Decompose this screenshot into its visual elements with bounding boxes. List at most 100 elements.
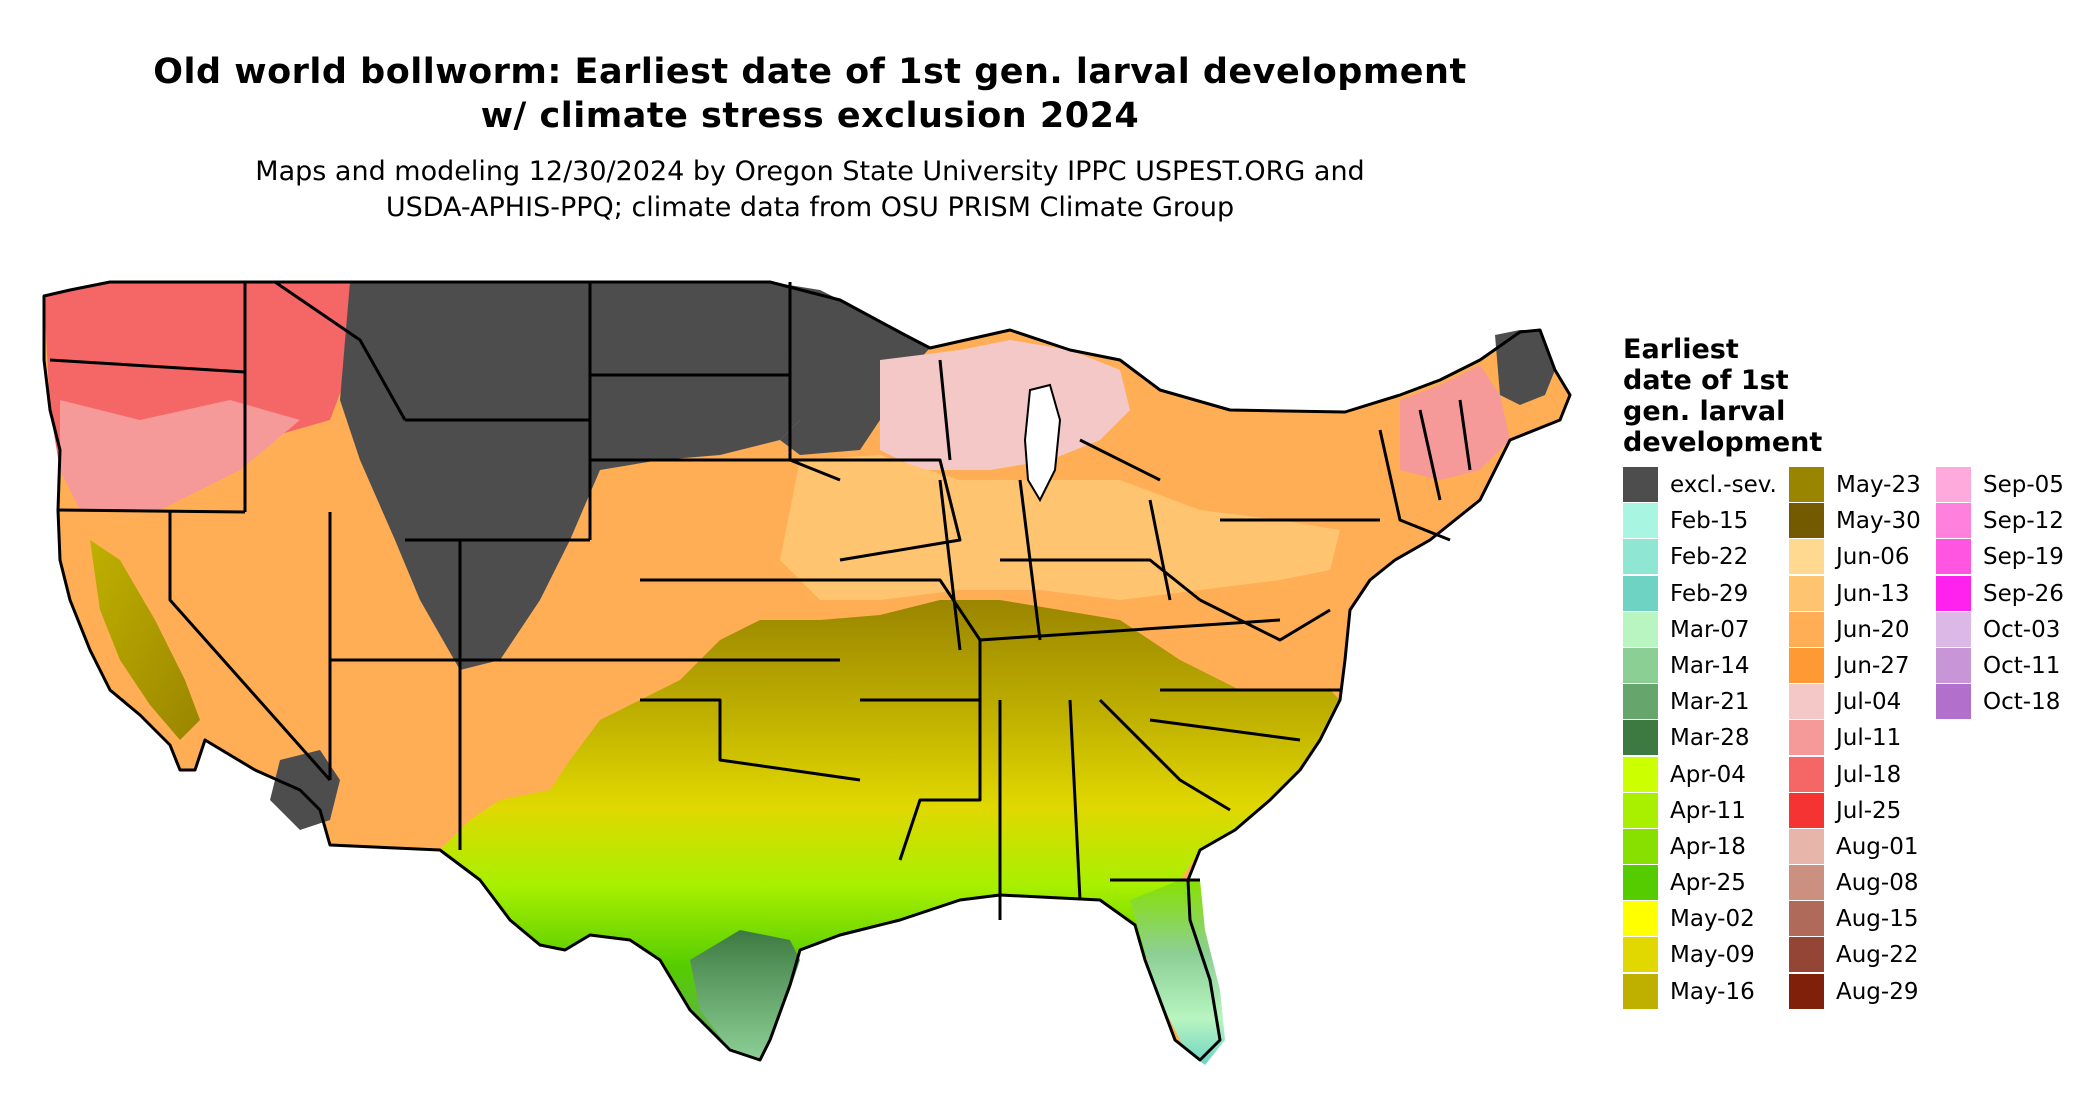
country-outline xyxy=(42,280,1572,1062)
legend-label: Feb-15 xyxy=(1670,508,1749,535)
legend-label: Mar-21 xyxy=(1670,689,1750,716)
border-or-ca xyxy=(57,508,246,514)
legend-label: Jun-13 xyxy=(1836,580,1910,607)
legend-title-line-3: gen. larval xyxy=(1623,396,1786,427)
legend-swatch xyxy=(1789,684,1824,720)
legend-title: Earliest date of 1st gen. larval develop… xyxy=(1623,334,1883,458)
legend-swatch xyxy=(1789,756,1824,792)
region-excluded-minnesota xyxy=(770,282,930,455)
legend-label: Sep-26 xyxy=(1983,580,2064,607)
legend-label: Apr-18 xyxy=(1670,833,1746,860)
us-phenology-map xyxy=(42,280,1572,1065)
legend-title-line-4: development xyxy=(1623,427,1823,458)
legend-label: Sep-12 xyxy=(1983,508,2064,535)
legend-swatch xyxy=(1623,684,1658,720)
legend-label: Feb-22 xyxy=(1670,544,1749,571)
border-wa-or xyxy=(49,358,246,374)
legend-swatch xyxy=(1789,973,1824,1009)
legend-label: Aug-01 xyxy=(1836,833,1919,860)
region-california-valley xyxy=(90,540,200,740)
legend-swatch xyxy=(1936,467,1971,502)
legend-swatch xyxy=(1623,539,1658,575)
legend-swatch xyxy=(1789,792,1824,828)
legend-swatch xyxy=(1936,611,1971,647)
border-il-in xyxy=(938,479,1042,651)
legend-label: May-02 xyxy=(1670,906,1755,933)
lake-michigan xyxy=(1023,383,1062,503)
border-ny-ne xyxy=(1378,429,1451,542)
legend-swatch xyxy=(1623,828,1658,864)
legend-label: Mar-07 xyxy=(1670,616,1750,643)
legend-swatch xyxy=(1789,720,1824,756)
border-ok-tx xyxy=(640,698,861,782)
border-mi-oh xyxy=(1079,438,1161,482)
region-pacific-northwest-pink xyxy=(60,400,300,510)
legend-swatch xyxy=(1623,503,1658,539)
legend-label: May-09 xyxy=(1670,942,1755,969)
legend-swatch xyxy=(1623,467,1658,502)
region-south-texas xyxy=(690,930,800,1060)
region-florida xyxy=(1130,880,1225,1065)
border-wv-va xyxy=(1199,598,1331,642)
legend-label: Jul-11 xyxy=(1836,725,1902,752)
legend-swatch xyxy=(1623,756,1658,792)
legend-swatch xyxy=(1936,647,1971,683)
region-excluded-north xyxy=(340,282,900,670)
legend-label: Jun-20 xyxy=(1836,616,1910,643)
border-minn-east xyxy=(788,282,841,482)
map-subtitle-line-2: USDA-APHIS-PPQ; climate data from OSU PR… xyxy=(385,192,1235,223)
state-borders xyxy=(42,280,1572,1062)
legend-swatch xyxy=(1623,937,1658,973)
legend-label: May-16 xyxy=(1670,978,1755,1005)
map-title-line-2: w/ climate stress exclusion 2024 xyxy=(480,96,1140,136)
legend-swatch xyxy=(1623,901,1658,937)
border-ar-la xyxy=(860,698,982,861)
legend-swatch xyxy=(1936,575,1971,611)
map-subtitle-line-1: Maps and modeling 12/30/2024 by Oregon S… xyxy=(255,156,1365,187)
legend-swatch xyxy=(1936,539,1971,575)
map-title-line-1: Old world bollworm: Earliest date of 1st… xyxy=(153,52,1467,92)
legend-title-line-1: Earliest xyxy=(1623,334,1739,365)
border-tn-ky xyxy=(979,618,1281,642)
legend-label: Oct-18 xyxy=(1983,689,2061,716)
legend-label: May-23 xyxy=(1836,472,1921,498)
legend-label: Jul-25 xyxy=(1836,797,1902,824)
border-ia xyxy=(800,458,962,562)
legend-swatch xyxy=(1789,865,1824,901)
legend-label: Aug-22 xyxy=(1836,942,1919,969)
legend-swatch xyxy=(1623,865,1658,901)
legend-swatch xyxy=(1623,647,1658,683)
legend-swatch xyxy=(1789,937,1824,973)
legend-label: Aug-08 xyxy=(1836,870,1919,897)
legend-swatch xyxy=(1623,973,1658,1009)
legend-swatch xyxy=(1623,575,1658,611)
legend-label: Oct-11 xyxy=(1983,652,2061,679)
legend-title-line-2: date of 1st xyxy=(1623,365,1789,396)
legend-label: Apr-11 xyxy=(1670,797,1746,824)
legend-label: Aug-15 xyxy=(1836,906,1919,933)
legend-label: Oct-03 xyxy=(1983,616,2061,643)
legend-label: Apr-04 xyxy=(1670,761,1746,788)
legend-swatch xyxy=(1623,720,1658,756)
legend-label: Sep-05 xyxy=(1983,472,2064,498)
border-ky-oh xyxy=(1000,558,1201,602)
legend-label: Mar-28 xyxy=(1670,725,1750,752)
legend-swatch xyxy=(1789,539,1824,575)
legend-label: Sep-19 xyxy=(1983,544,2064,571)
region-excluded-maine xyxy=(1495,330,1555,405)
region-midwest-light xyxy=(780,455,1340,600)
legend-label: Aug-29 xyxy=(1836,978,1919,1005)
region-new-england-pink xyxy=(1400,365,1510,480)
legend-swatch xyxy=(1623,611,1658,647)
legend-label: Jun-27 xyxy=(1836,652,1910,679)
legend-label: Jun-06 xyxy=(1836,544,1910,571)
legend-swatch xyxy=(1789,467,1824,502)
legend-label: Apr-25 xyxy=(1670,870,1746,897)
border-wi-mi xyxy=(938,359,952,461)
legend-label: May-30 xyxy=(1836,508,1921,535)
border-ca-nv xyxy=(168,510,332,781)
border-ga-sc xyxy=(1098,698,1231,812)
legend-swatch xyxy=(1936,684,1971,720)
legend-swatch xyxy=(1789,575,1824,611)
legend-label: Jul-18 xyxy=(1836,761,1902,788)
